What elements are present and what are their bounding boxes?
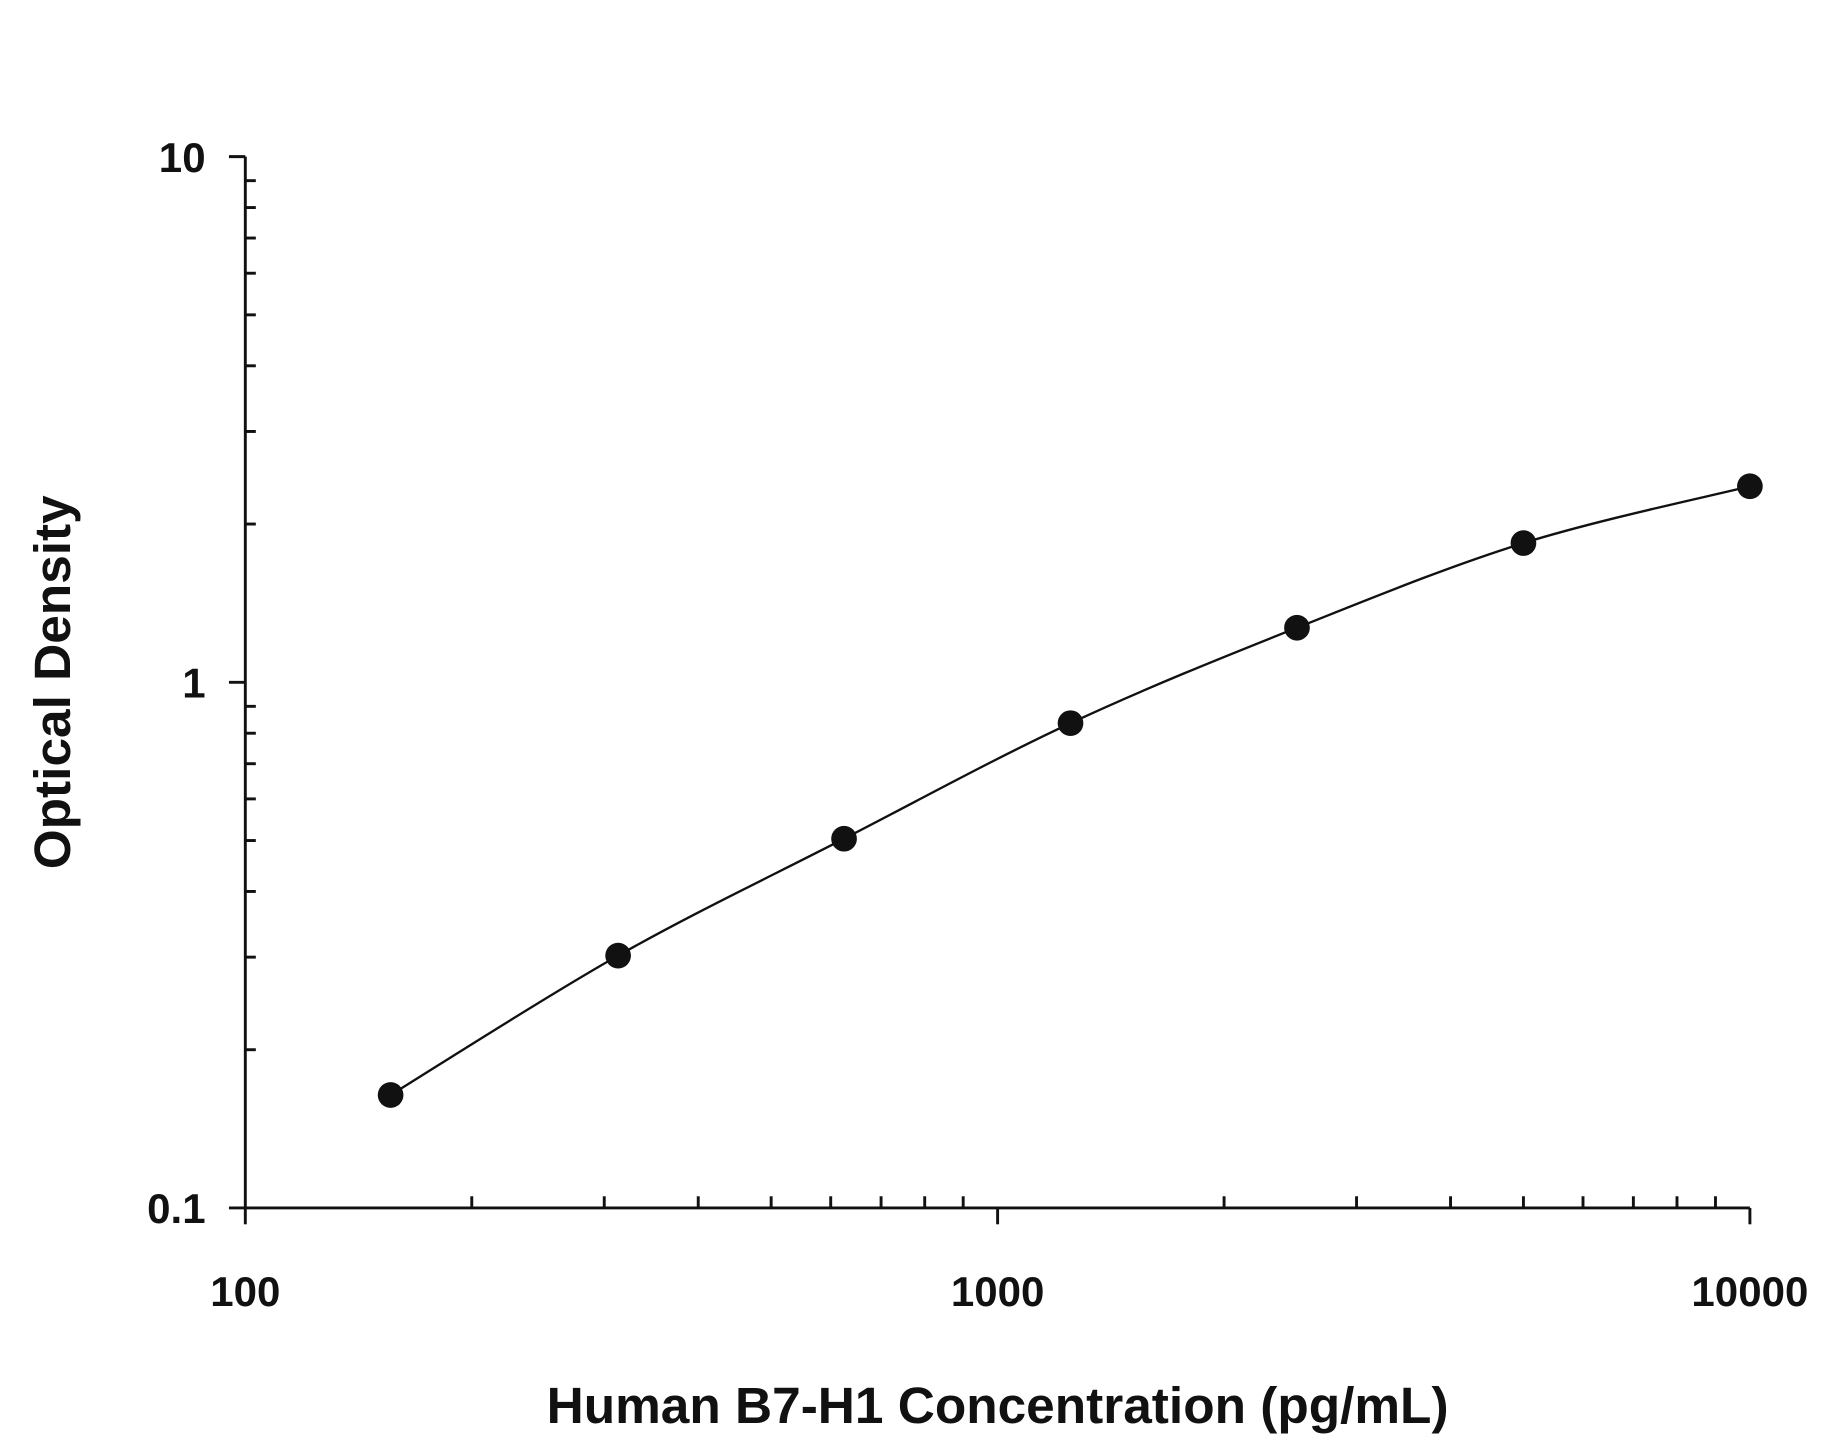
ticks	[228, 155, 1752, 1225]
data-point-10000	[1737, 473, 1763, 500]
data-point-313	[605, 942, 631, 969]
y-tick-label-10: 10	[159, 134, 206, 181]
data-point-156	[377, 1082, 404, 1108]
data-point-625	[831, 825, 857, 852]
y-axis-title: Optical Density	[23, 495, 81, 869]
y-tick-label-1: 1	[182, 659, 205, 706]
x-tick-label-10000: 10000	[1691, 1268, 1808, 1315]
x-axis-title: Human B7-H1 Concentration (pg/mL)	[547, 1376, 1449, 1434]
data-point-2500	[1284, 614, 1310, 641]
fit-curve	[389, 485, 1751, 1097]
x-tick-label-1000: 1000	[951, 1268, 1045, 1315]
x-tick-label-100: 100	[210, 1268, 280, 1315]
tick-labels: 100 1000 10000 0.1 1 10	[147, 134, 1808, 1315]
axes	[243, 156, 1750, 1210]
y-tick-label-0.1: 0.1	[147, 1185, 205, 1232]
data-point-5000	[1510, 530, 1537, 556]
data-point-1250	[1057, 710, 1084, 737]
data-points	[377, 473, 1763, 1108]
